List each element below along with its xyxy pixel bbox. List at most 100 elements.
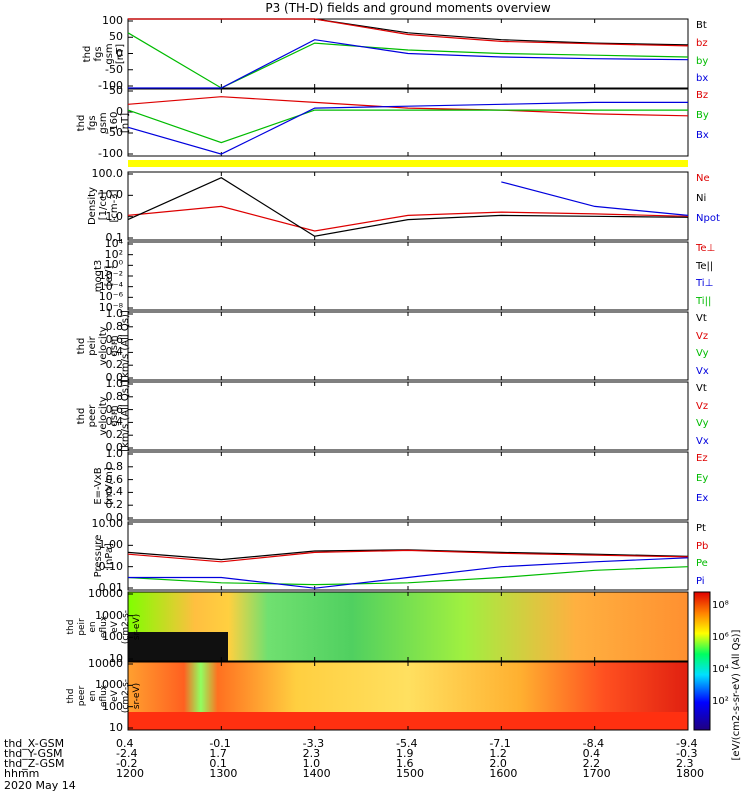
y-axis-label-line: thd — [76, 114, 87, 131]
footer-value: 2.3 — [302, 747, 321, 760]
y-axis-label-line: en — [88, 690, 98, 702]
legend-entry: bx — [696, 73, 709, 85]
y-axis-label-line: thd — [81, 45, 93, 62]
y-tick-label: 0.8 — [105, 389, 124, 403]
colorbar — [693, 591, 711, 731]
series-line-pressure-Pe — [127, 566, 689, 586]
y-tick-label: 100 — [102, 630, 123, 644]
y-tick-label: 10⁻² — [98, 269, 123, 282]
footer-date: 2020 May 14 — [4, 779, 76, 792]
series-line-density-Ni — [127, 177, 689, 237]
y-tick-label: 1.0 — [105, 447, 124, 460]
y-tick-label: 100 — [102, 14, 123, 27]
y-axis-label-line: E=-VxB — [92, 467, 104, 505]
y-axis-label-line: eV — [110, 690, 120, 702]
footer-value: 1.7 — [209, 747, 227, 760]
y-tick-label: 0.4 — [105, 415, 124, 429]
colorbar-tick: 10⁸ — [712, 600, 729, 611]
legend-entry: Vt — [696, 313, 707, 324]
y-axis-label-line: gsm — [103, 42, 115, 65]
series-line-fgs_gsm_160-Bx — [127, 101, 688, 155]
panel-frame-efield — [127, 451, 689, 521]
y-tick-label: 10⁻⁸ — [98, 301, 123, 314]
y-tick-label: 1.00 — [98, 538, 124, 552]
y-tick-label: 1.0 — [105, 209, 124, 223]
y-axis-label-line: [1/cc] — [98, 191, 109, 221]
y-axis-label-line: Density — [87, 186, 98, 226]
y-tick-label: 10 — [109, 652, 123, 665]
y-tick-label: 0.2 — [105, 358, 124, 372]
legend-entry: Pt — [696, 523, 706, 534]
y-tick-label: 10 — [109, 721, 123, 734]
series-line-fgs_gsm-by — [127, 32, 689, 89]
y-tick-label: 50 — [109, 30, 123, 44]
footer-value: -0.2 — [116, 757, 138, 770]
legend-entry: by — [696, 55, 709, 67]
y-tick-label: 100.0 — [91, 167, 124, 180]
footer-value: 1600 — [489, 767, 518, 780]
y-axis-label-line: [km/s (All Qs)] — [120, 310, 131, 382]
footer-value: -3.3 — [302, 737, 325, 750]
footer-value: 0.1 — [209, 757, 227, 770]
y-tick-label: 10000 — [88, 587, 123, 600]
y-tick-label: 10⁰ — [104, 258, 123, 272]
y-axis-label-line: velocity — [98, 396, 109, 436]
legend-entry: Ez — [696, 453, 708, 464]
colorbar-tick: 10⁴ — [712, 664, 729, 675]
y-axis-label-line: velocity — [98, 326, 109, 366]
y-axis-label-line: thd — [76, 337, 87, 355]
peir-low-energy-gap — [128, 632, 228, 661]
series-line-density-Ne — [127, 205, 689, 232]
y-tick-label: 0.4 — [105, 485, 124, 499]
series-line-density-Npot — [501, 181, 689, 216]
series-line-pressure-Pt — [127, 549, 689, 561]
footer-value: 1300 — [209, 767, 238, 780]
footer-value: 2.0 — [489, 757, 507, 770]
y-tick-label: 1.0 — [105, 377, 124, 390]
footer-value: 1500 — [396, 767, 424, 780]
legend-entry: Pi — [696, 575, 705, 587]
y-axis-label-line: gsm — [109, 405, 120, 427]
y-tick-label: 0.6 — [105, 472, 124, 486]
y-axis-label-line: fgs — [92, 45, 104, 62]
footer-value: 1.2 — [489, 747, 507, 760]
series-line-fgs_gsm_160-By — [127, 109, 688, 144]
y-axis-label-line: gsm — [98, 111, 109, 134]
footer-value: 2.2 — [582, 757, 601, 770]
legend-entry: Bx — [696, 130, 709, 141]
y-axis-label-line: (cm2-s- — [121, 678, 131, 714]
y-axis-label-line: [km/s (All Qs)] — [120, 380, 131, 452]
y-axis-label-line: [nPa] — [103, 543, 115, 569]
footer-value: -8.4 — [582, 737, 605, 750]
y-axis-label-line: peer — [77, 685, 87, 707]
y-axis-label-line: [mV/m] — [103, 467, 115, 505]
y-tick-label: 0.1 — [105, 231, 124, 244]
y-tick-label: 0 — [116, 46, 123, 60]
y-tick-label: 0 — [116, 105, 123, 118]
legend-entry: Ex — [696, 493, 709, 504]
footer-row-name: thd_Z-GSM — [4, 757, 65, 770]
y-axis-label-line: en — [88, 620, 98, 633]
y-tick-label: 0.0 — [105, 511, 124, 524]
panel-frame-pressure — [127, 521, 689, 591]
legend-entry: Pb — [696, 540, 709, 552]
y-tick-label: 10⁴ — [104, 237, 123, 250]
y-tick-label: 100 — [102, 699, 123, 713]
colorbar-tick: 10² — [712, 696, 729, 707]
y-tick-label: 0.8 — [105, 459, 124, 473]
y-tick-label: 10⁻⁴ — [98, 279, 123, 293]
footer-value: 0.4 — [582, 747, 601, 760]
colorbar-tick: 10⁶ — [712, 632, 729, 643]
series-line-fgs_gsm-bx — [128, 39, 689, 89]
legend-entry: Ti⊥ — [696, 278, 714, 289]
y-axis-label-line: [nT] — [120, 112, 131, 133]
footer-value: 2.3 — [676, 757, 694, 770]
y-tick-label: 0.4 — [105, 345, 124, 359]
y-axis-label-line: thd — [76, 407, 87, 425]
legend-entry: Ey — [696, 473, 709, 484]
legend-entry: Npot — [696, 213, 720, 224]
footer-value: 1.6 — [396, 757, 414, 770]
y-axis-label-line: eV — [110, 620, 120, 633]
legend-entry: Vz — [696, 330, 709, 342]
